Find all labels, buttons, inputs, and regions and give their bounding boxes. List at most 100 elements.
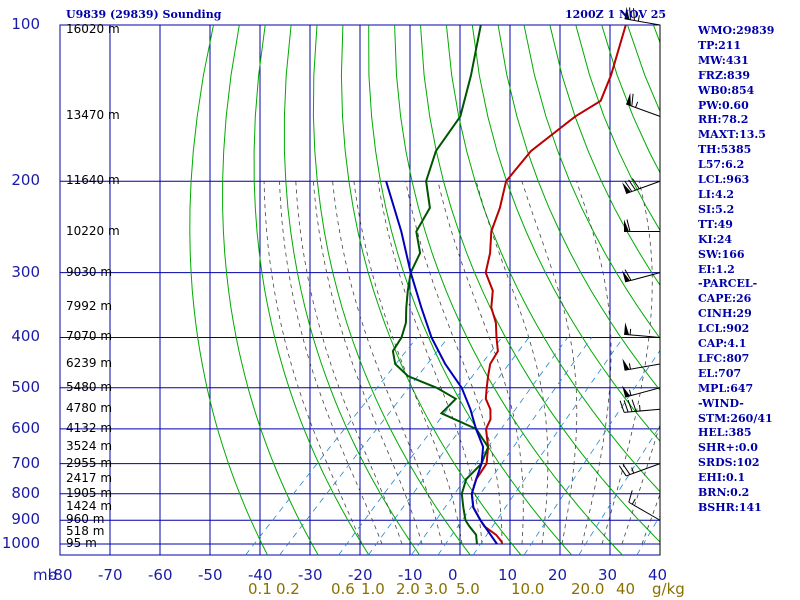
wind-barb-half (637, 15, 640, 22)
stat-line: EHI:0.1 (698, 471, 746, 485)
moist-adiabat (279, 181, 383, 545)
dry-adiabat (549, 25, 660, 287)
height-label: 13470 m (66, 108, 120, 123)
stability-indices-panel: WMO:29839 TP:211 MW:431 FRZ:839 WB0:854 PW:0.… (698, 24, 798, 516)
wind-barb-half (628, 363, 631, 370)
mixing-ratio-line (437, 337, 592, 555)
height-label: 1905 m (66, 485, 113, 500)
wind-barb-pennant (624, 219, 629, 232)
height-label: 11640 m (66, 173, 120, 188)
stat-line: LI:4.2 (698, 187, 735, 201)
moist-adiabat (332, 181, 443, 545)
sounding-time: 1200Z 1 NOV 25 (565, 8, 667, 21)
wind-barb-flag (631, 178, 640, 190)
height-label: 10220 m (66, 223, 120, 238)
wind-barb-flag (622, 464, 631, 475)
temperature-tick-label: -70 (98, 566, 123, 584)
wind-barb-half (631, 467, 635, 474)
stat-line: MW:431 (698, 53, 749, 67)
mixing-ratio-tick-label: 0.2 (276, 580, 300, 598)
temperature-tick-label: -50 (198, 566, 223, 584)
station-title: U9839 (29839) Sounding (66, 8, 222, 21)
moist-adiabat (576, 181, 612, 545)
pressure-unit-label: mb (33, 566, 58, 584)
temperature-tick-label: 0 (448, 566, 458, 584)
wind-barb-pennant (622, 385, 631, 398)
height-label: 2417 m (66, 471, 113, 486)
stat-line: FRZ:839 (698, 68, 751, 82)
wind-barb-half (629, 328, 632, 335)
mixing-ratio-tick-label: 0.6 (331, 580, 355, 598)
dry-adiabat (420, 25, 660, 543)
dry-adiabat (312, 25, 471, 555)
height-label: 2955 m (66, 455, 113, 470)
stat-line: TP:211 (698, 38, 742, 52)
temperature-tick-label: -40 (248, 566, 273, 584)
moist-adiabat (621, 423, 660, 545)
pressure-tick-label: 600 (11, 418, 40, 437)
pressure-tick-label: 500 (11, 377, 40, 396)
mixing-ratio-tick-label: 40 (616, 580, 636, 598)
stat-line: WMO:29839 (698, 24, 775, 37)
wind-barb-flag (624, 269, 632, 281)
stat-line: CINH:29 (698, 307, 752, 321)
stat-line: LCL:963 (698, 173, 750, 187)
pressure-tick-label: 300 (11, 262, 40, 281)
wind-barb-half (631, 498, 636, 505)
mixing-ratio-tick-label: 3.0 (424, 580, 448, 598)
wind-barb-pennant (626, 92, 631, 106)
wind-barb-flag (628, 490, 633, 503)
stat-line: SI:5.2 (698, 202, 735, 216)
height-label: 4132 m (66, 420, 113, 435)
dewpoint-trace (391, 25, 490, 545)
moist-adiabat (521, 181, 578, 545)
stat-line: EI:1.2 (698, 262, 735, 276)
dry-adiabat (445, 25, 660, 493)
wind-barb (624, 18, 661, 26)
wind-barb-pennant (622, 358, 630, 371)
temperature-trace (470, 25, 627, 545)
moist-adiabat (295, 181, 403, 545)
stat-line: EL:707 (698, 366, 742, 380)
pressure-tick-label: 800 (11, 483, 40, 502)
stat-line: PW:0.60 (698, 98, 749, 112)
stat-line: L57:6.2 (698, 158, 745, 172)
dry-adiabat (368, 25, 573, 555)
wind-barb-pennant (622, 270, 631, 282)
mixing-ratio-tick-label: 5.0 (456, 580, 480, 598)
height-label: 9030 m (66, 264, 113, 279)
stat-line: RH:78.2 (698, 113, 749, 127)
dry-adiabat (340, 25, 522, 555)
wind-barb-half (639, 404, 641, 412)
stat-line: MPL:647 (698, 381, 754, 395)
height-label: 6239 m (66, 356, 113, 371)
temperature-tick-label: 20 (548, 566, 568, 584)
wind-barb-half (628, 389, 632, 396)
height-label: 960 m (66, 512, 105, 527)
wind-barb-flag (631, 399, 637, 412)
mixing-ratio-line (472, 337, 624, 555)
mixing-ratio-tick-label: 10.0 (511, 580, 545, 598)
mixing-ratio-tick-label: 20.0 (571, 580, 605, 598)
stat-line: SW:166 (698, 247, 745, 261)
mixing-ratio-unit-label: g/kg (652, 580, 685, 598)
pressure-tick-label: 100 (11, 15, 40, 33)
pressure-tick-label: 200 (11, 171, 40, 190)
moist-adiabat (313, 181, 423, 545)
moist-adiabat (405, 181, 503, 544)
wind-barb-pennant (622, 182, 631, 194)
mixing-ratio-tick-label: 1.0 (361, 580, 385, 598)
dry-adiabat (253, 25, 370, 555)
wind-barb (624, 408, 661, 413)
stat-line: WB0:854 (698, 83, 755, 97)
temperature-tick-label: 40 (648, 566, 668, 584)
pressure-tick-label: 1000 (1, 534, 40, 552)
height-label: 7992 m (66, 299, 113, 314)
wind-barb-flag (628, 179, 636, 191)
temperature-tick-label: 10 (498, 566, 518, 584)
temperature-tick-label: -30 (298, 566, 323, 584)
temperature-tick-label: -10 (398, 566, 423, 584)
height-label: 5480 m (66, 379, 113, 394)
moist-adiabat (437, 181, 524, 545)
wind-barb-flag (626, 219, 631, 232)
